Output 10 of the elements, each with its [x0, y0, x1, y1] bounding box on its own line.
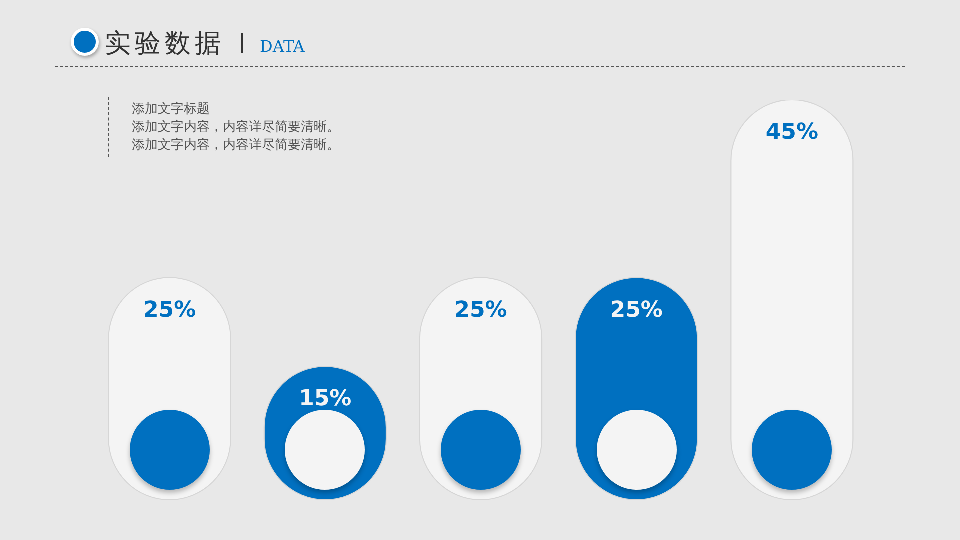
data-label: 25%	[143, 298, 196, 323]
data-label: 25%	[610, 298, 663, 323]
chart-title: 实验数据	[105, 28, 225, 60]
data-label: 45%	[766, 120, 819, 145]
annotation: 添加文字标题	[132, 102, 210, 118]
data-label: 15%	[299, 386, 352, 412]
data-label: 25%	[454, 298, 508, 323]
annotation: 添加文字内容，内容详尽简要清晰。	[132, 138, 340, 154]
annotation: 添加文字内容，内容详尽简要清晰。	[132, 120, 340, 136]
chart-subtitle: DATA	[260, 37, 305, 57]
